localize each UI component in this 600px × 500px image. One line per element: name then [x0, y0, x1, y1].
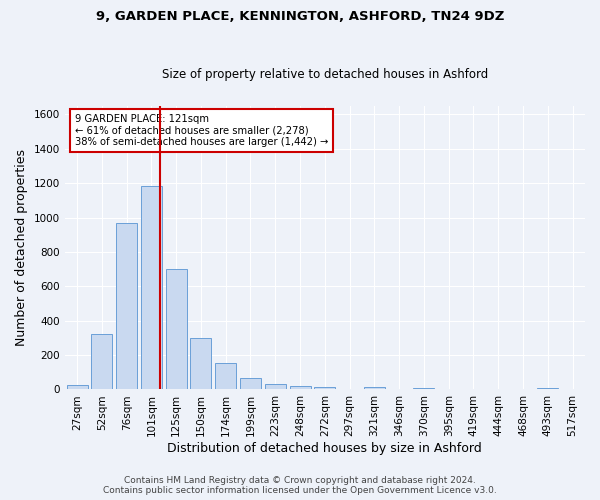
Text: Contains HM Land Registry data © Crown copyright and database right 2024.
Contai: Contains HM Land Registry data © Crown c… [103, 476, 497, 495]
X-axis label: Distribution of detached houses by size in Ashford: Distribution of detached houses by size … [167, 442, 482, 455]
Text: 9 GARDEN PLACE: 121sqm
← 61% of detached houses are smaller (2,278)
38% of semi-: 9 GARDEN PLACE: 121sqm ← 61% of detached… [75, 114, 328, 148]
Bar [290, 386, 311, 390]
Bar [166, 269, 187, 390]
Bar [190, 338, 211, 390]
Title: Size of property relative to detached houses in Ashford: Size of property relative to detached ho… [162, 68, 488, 81]
Bar [91, 334, 112, 390]
Bar [240, 378, 261, 390]
Bar [538, 388, 559, 390]
Y-axis label: Number of detached properties: Number of detached properties [15, 149, 28, 346]
Bar [314, 387, 335, 390]
Bar [215, 363, 236, 390]
Bar [364, 388, 385, 390]
Bar [265, 384, 286, 390]
Bar [413, 388, 434, 390]
Bar [141, 186, 162, 390]
Text: 9, GARDEN PLACE, KENNINGTON, ASHFORD, TN24 9DZ: 9, GARDEN PLACE, KENNINGTON, ASHFORD, TN… [96, 10, 504, 23]
Bar [67, 385, 88, 390]
Bar [116, 222, 137, 390]
